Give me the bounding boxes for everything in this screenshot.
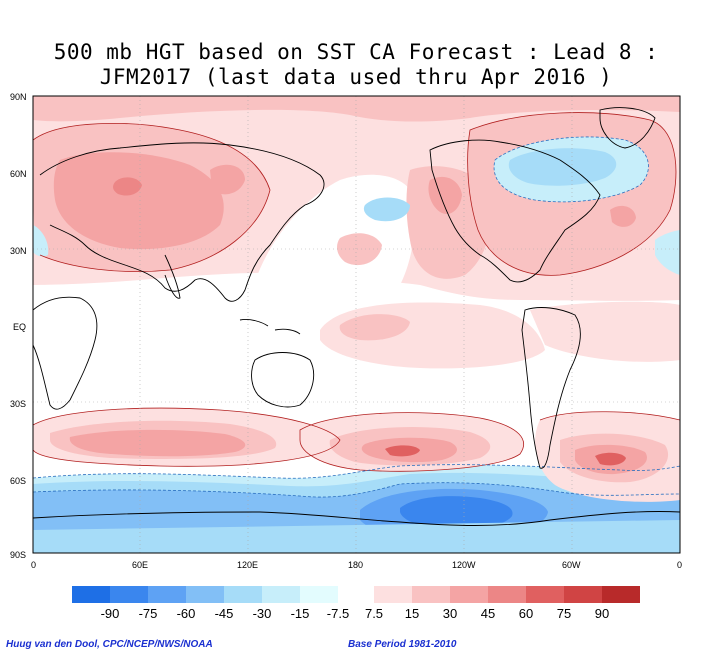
colorbar-tick-label: 45: [480, 606, 496, 621]
colorbar-tick-label: 90: [594, 606, 610, 621]
negative-anomaly-north-america-2: [508, 148, 617, 186]
positive-anomaly-eurasia-core: [113, 177, 142, 196]
colorbar-tick-label: -75: [138, 606, 158, 621]
positive-anomaly-arctic: [33, 96, 680, 122]
colorbar-tick-label: 7.5: [364, 606, 384, 621]
gridlines: [33, 96, 680, 553]
lat-label-60s: 60S: [10, 476, 27, 486]
positive-anomaly-central-pacific: [337, 233, 382, 266]
positive-anomaly-south-indian-3: [69, 429, 246, 457]
colorbar-tick-label: 30: [442, 606, 458, 621]
colorbar-tick-label: 75: [556, 606, 572, 621]
negative-anomaly-west-asia: [33, 225, 49, 257]
footer-credit: Huug van den Dool, CPC/NCEP/NWS/NOAA: [6, 639, 213, 650]
colorbar-tick-label: 15: [404, 606, 420, 621]
map-title-line-2: JFM2017 (last data used thru Apr 2016 ): [99, 65, 613, 89]
positive-anomaly-eurasia-2: [53, 152, 224, 250]
positive-anomaly-south-atlantic-core: [595, 452, 626, 466]
lat-label-90n: 90N: [10, 92, 27, 102]
positive-anomaly-atlantic-tropics: [530, 301, 680, 362]
positive-anomaly-atlantic: [610, 205, 636, 227]
lat-label-30n: 30N: [10, 246, 27, 256]
lon-label-180: 180: [348, 560, 364, 570]
colorbar-tick-label: -15: [290, 606, 310, 621]
lon-label-0-right: 0: [677, 560, 683, 570]
colorbar-tick-label: -45: [214, 606, 234, 621]
positive-anomaly-east-asia: [210, 164, 245, 195]
lat-label-90s: 90S: [10, 550, 27, 560]
lon-label-0-left: 0: [31, 560, 37, 570]
negative-anomaly-core-south-pacific: [400, 496, 513, 531]
map-title-line-1: 500 mb HGT based on SST CA Forecast : Le…: [53, 40, 659, 64]
negative-anomaly-north-pacific-small: [363, 197, 410, 222]
colorbar-tick-label: 60: [518, 606, 534, 621]
coastlines: [33, 107, 680, 526]
positive-anomaly-tropical-pacific-2: [339, 314, 410, 341]
lon-label-120e: 120E: [237, 560, 259, 570]
lon-label-60w: 60W: [562, 560, 581, 570]
lon-label-120w: 120W: [452, 560, 476, 570]
positive-anomaly-south-pacific-core: [385, 445, 420, 457]
lat-label-60n: 60N: [10, 169, 27, 179]
colorbar-tick-label: -90: [100, 606, 120, 621]
colorbar-tick-label: -60: [176, 606, 196, 621]
footer-base-period: Base Period 1981-2010: [348, 639, 457, 650]
negative-anomaly-bottom-strip: [33, 520, 680, 553]
colorbar-tick-label: -30: [252, 606, 272, 621]
lon-label-60e: 60E: [132, 560, 149, 570]
map-frame: [32, 95, 681, 554]
colorbar-tick-label: -7.5: [326, 606, 350, 621]
negative-anomaly-east-atlantic: [655, 230, 680, 275]
lat-label-eq: EQ: [13, 322, 27, 332]
lat-label-30s: 30S: [10, 399, 27, 409]
